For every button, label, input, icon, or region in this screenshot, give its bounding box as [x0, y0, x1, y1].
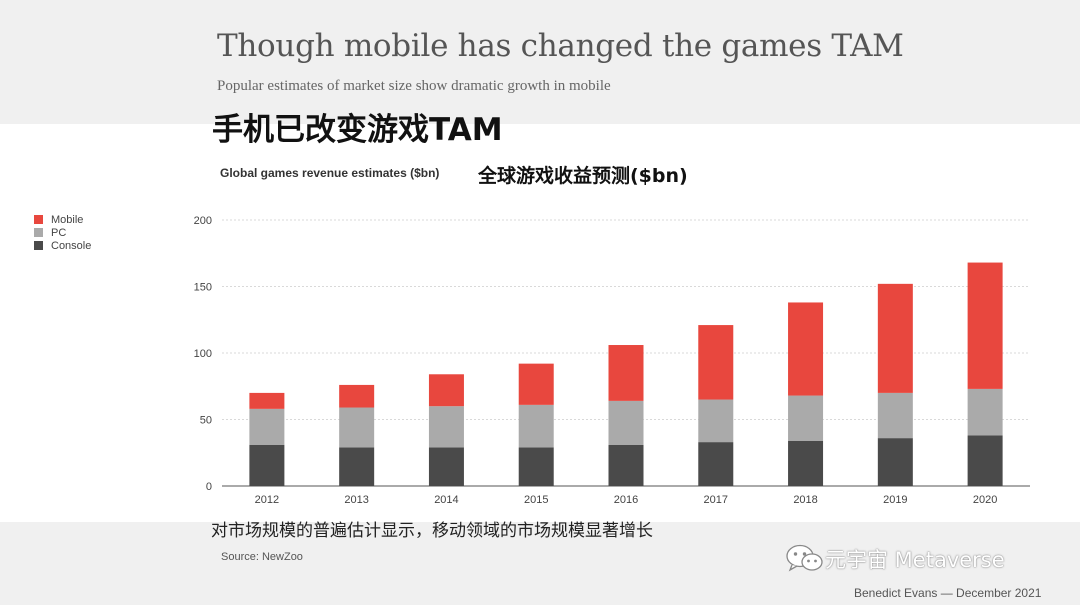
x-tick-label-2019: 2019 — [883, 494, 907, 506]
bar-mobile-2019 — [877, 283, 913, 393]
x-tick-label-2016: 2016 — [614, 494, 638, 506]
bar-mobile-2013 — [339, 384, 375, 408]
y-tick-label-0: 0 — [206, 481, 212, 493]
bar-mobile-2015 — [518, 363, 554, 405]
bar-mobile-2012 — [249, 392, 285, 409]
legend-label-mobile: Mobile — [51, 213, 84, 226]
bar-pc-2017 — [698, 399, 734, 443]
bar-pc-2018 — [788, 395, 824, 441]
bar-console-2018 — [788, 440, 824, 486]
y-tick-label-50: 50 — [200, 415, 212, 427]
x-tick-label-2014: 2014 — [434, 494, 458, 506]
x-tick-label-2013: 2013 — [344, 494, 368, 506]
watermark-text: 元宇宙 Metaverse — [825, 548, 1005, 572]
slide-title: Though mobile has changed the games TAM — [217, 28, 904, 64]
bar-pc-2015 — [518, 404, 554, 448]
bar-mobile-2017 — [698, 325, 734, 400]
header-band — [0, 0, 1080, 124]
author-credit: Benedict Evans — December 2021 — [854, 586, 1042, 600]
chinese-note: 对市场规模的普遍估计显示，移动领域的市场规模显著增长 — [211, 521, 653, 541]
slide-title-chinese: 手机已改变游戏TAM — [212, 112, 503, 148]
x-tick-label-2012: 2012 — [255, 494, 279, 506]
bar-mobile-2018 — [788, 302, 824, 396]
watermark: 元宇宙 Metaverse — [785, 543, 1005, 575]
bar-pc-2016 — [608, 400, 644, 445]
bar-pc-2019 — [877, 392, 913, 439]
wechat-icon — [786, 544, 823, 572]
bar-console-2019 — [877, 438, 913, 486]
bar-pc-2013 — [339, 407, 375, 448]
bar-console-2014 — [428, 447, 464, 486]
legend-item-console: Console — [34, 239, 91, 252]
bar-pc-2014 — [428, 406, 464, 448]
bar-console-2017 — [698, 442, 734, 486]
legend-swatch-mobile — [34, 215, 43, 224]
bar-console-2020 — [967, 435, 1003, 486]
bar-pc-2012 — [249, 408, 285, 445]
bar-pc-2020 — [967, 388, 1003, 436]
footer-band — [0, 522, 1080, 605]
bar-console-2015 — [518, 447, 554, 486]
y-tick-label-100: 100 — [194, 348, 212, 360]
source-note: Source: NewZoo — [221, 551, 303, 563]
y-tick-label-200: 200 — [194, 215, 212, 227]
bar-console-2013 — [339, 447, 375, 486]
chart-title: Global games revenue estimates ($bn) — [220, 166, 440, 180]
x-tick-label-2018: 2018 — [793, 494, 817, 506]
bar-mobile-2020 — [967, 262, 1003, 389]
legend-label-console: Console — [51, 239, 92, 252]
bar-mobile-2014 — [428, 374, 464, 407]
y-tick-label-150: 150 — [194, 282, 212, 294]
legend-label-pc: PC — [51, 226, 67, 239]
slide-subtitle: Popular estimates of market size show dr… — [217, 78, 611, 94]
x-tick-label-2020: 2020 — [973, 494, 997, 506]
legend-swatch-pc — [34, 228, 43, 237]
chart-title-chinese: 全球游戏收益预测($bn) — [478, 165, 688, 187]
legend-swatch-console — [34, 241, 43, 250]
bar-console-2012 — [249, 444, 285, 486]
bar-console-2016 — [608, 444, 644, 486]
x-tick-label-2015: 2015 — [524, 494, 548, 506]
bar-mobile-2016 — [608, 345, 644, 401]
chart-legend: Mobile PC Console — [34, 213, 91, 252]
legend-item-pc: PC — [34, 226, 91, 239]
x-tick-label-2017: 2017 — [704, 494, 728, 506]
legend-item-mobile: Mobile — [34, 213, 91, 226]
